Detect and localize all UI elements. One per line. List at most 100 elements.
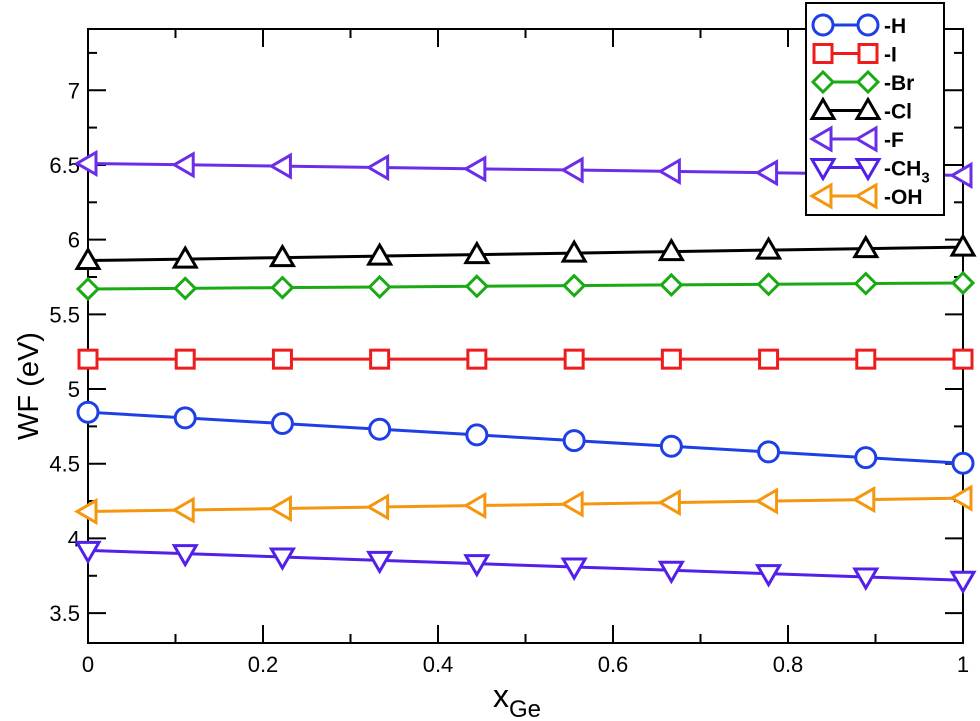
triangle-up-marker [852,234,880,259]
y-tick-label: 6.5 [49,153,80,178]
triangle-up-marker [268,243,297,268]
x-axis-title-subscript: Ge [509,696,541,721]
circle-marker [368,417,392,441]
diamond-marker [270,275,295,300]
x-axis-title-main: x [493,678,509,714]
triangle-down-marker [809,158,837,182]
y-axis-title: WF (eV) [13,332,45,440]
triangle-left-marker [854,125,878,153]
triangle-up-marker [854,96,882,120]
triangle-up-marker [560,239,588,263]
diamond-marker [756,272,781,297]
triangle-left-marker [809,125,833,153]
legend: -H -I -Br -Cl -F -CH3-OH [805,2,945,216]
legend-label: -Br [884,72,914,95]
series-h [76,400,975,475]
legend-label: -H [884,15,906,38]
series-line [87,245,964,263]
circle-marker [562,429,586,453]
triangle-left-marker [462,491,487,520]
square-marker [857,43,879,64]
legend-label: -I [884,44,897,67]
triangle-up-marker [949,233,977,257]
triangle-down-marker [366,550,394,575]
triangle-left-marker [74,149,98,178]
diamond-marker [562,273,587,298]
triangle-left-marker [657,488,681,517]
circle-marker [951,451,975,475]
series-layer [74,149,977,595]
series-oh [74,484,973,526]
triangle-left-marker [809,182,833,210]
triangle-left-marker [657,157,681,185]
legend-item: -Cl [809,96,912,124]
triangle-up-marker [366,242,394,266]
y-tick-label: 3.5 [49,601,80,626]
diamond-marker [659,272,684,298]
square-marker [174,348,196,370]
circle-marker [270,412,294,436]
triangle-up-marker [171,245,199,269]
y-tick-label: 4 [68,526,80,551]
triangle-down-marker [657,560,685,585]
square-marker [369,348,391,370]
triangle-left-marker [268,494,292,523]
diamond-marker [853,271,878,296]
series-ch3 [74,540,977,595]
triangle-down-marker [754,564,783,588]
circle-marker [465,423,489,447]
triangle-left-marker [268,152,292,180]
triangle-left-marker [365,153,390,182]
triangle-left-marker [171,496,195,524]
x-tick-label: 0.4 [423,652,454,677]
legend-item: -CH3 [809,158,930,187]
square-marker [855,348,877,370]
square-marker [466,348,488,370]
triangle-down-marker [852,567,880,591]
x-tick-label: 0.8 [773,652,804,677]
legend-label: -OH [884,186,923,209]
x-tick-label: 1 [957,652,969,677]
y-tick-label: 5 [68,377,80,402]
legend-label: -F [884,129,904,152]
x-tick-label: 0.6 [598,652,629,677]
series-cl [74,233,977,271]
square-marker [660,348,682,370]
circle-marker [659,434,683,458]
triangle-down-marker [854,158,882,182]
triangle-left-marker [949,161,973,190]
legend-item: -Br [810,69,914,95]
series-line [87,281,964,291]
square-marker [952,348,974,370]
circle-marker [76,400,100,424]
triangle-down-marker [463,554,491,578]
triangle-left-marker [754,487,779,515]
square-marker [563,348,585,370]
x-axis-ticks: 0 0.2 0.4 0.6 0.8 1 [82,29,969,677]
circle-marker [173,406,197,430]
series-br [75,270,976,302]
y-tick-label: 4.5 [49,452,80,477]
triangle-down-marker [268,547,297,571]
circle-marker [854,446,878,470]
series-i [77,348,974,370]
triangle-left-marker [560,156,584,184]
y-axis-ticks: 3.5 4 4.5 5 5.5 6 6.5 7 [49,51,963,626]
triangle-down-marker [560,557,588,581]
triangle-left-marker [754,159,779,187]
series-line [87,496,964,514]
triangle-up-marker [657,237,685,262]
triangle-left-marker [74,497,98,526]
diamond-marker [75,276,101,302]
diamond-marker [464,274,489,299]
triangle-down-marker [74,540,102,565]
legend-label: -Cl [884,101,912,124]
triangle-left-marker [365,493,390,521]
square-marker [77,348,99,370]
y-tick-label: 6 [68,228,80,253]
square-marker [271,348,293,370]
legend-item: -F [809,125,904,153]
diamond-marker [367,274,392,300]
diamond-marker [855,69,881,95]
triangle-down-marker [949,570,977,595]
